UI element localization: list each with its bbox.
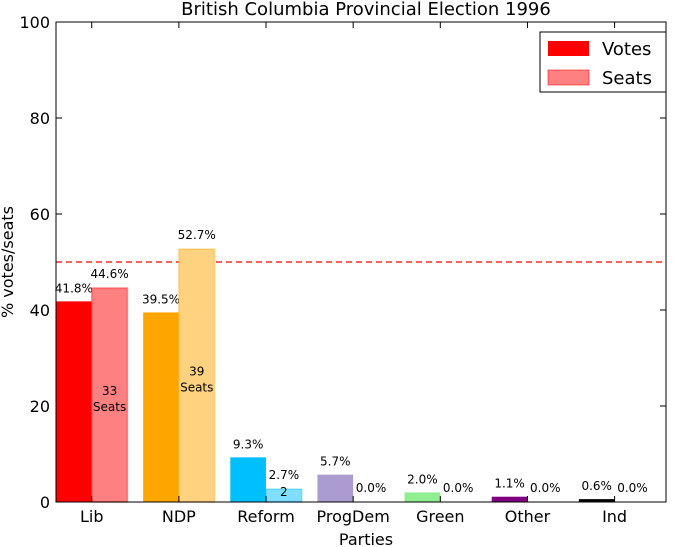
seats-data-label: 0.0% [443,481,474,495]
seats-data-label: 0.0% [356,481,387,495]
y-tick-label: 60 [30,205,50,224]
x-tick-label: Other [505,507,551,526]
votes-bar [317,474,354,502]
votes-bar [404,492,441,502]
axes-frame [55,21,667,503]
votes-bar [578,499,615,502]
y-tick-label: 80 [30,109,50,128]
x-tick-label: Reform [237,507,295,526]
seat-word-label: Seats [93,400,126,414]
seat-count-label: 33 [102,384,117,398]
votes-data-label: 9.3% [233,437,264,451]
votes-bar [491,496,528,502]
y-tick-label: 20 [30,397,50,416]
seats-data-label: 44.6% [91,267,129,281]
x-tick-label: ProgDem [317,507,390,526]
votes-data-label: 0.6% [581,479,612,493]
votes-bar [56,301,92,502]
legend-label-seats: Seats [602,68,652,89]
votes-bar [143,312,179,502]
votes-data-label: 1.1% [494,477,525,491]
seats-data-label: 52.7% [178,228,216,242]
y-tick-label: 100 [19,13,50,32]
votes-bar [230,457,267,502]
seats-bar [90,287,129,503]
chart-title: British Columbia Provincial Election 199… [181,0,551,20]
seat-count-label: 39 [189,365,204,379]
legend-label-votes: Votes [602,39,651,60]
x-axis-label: Parties [339,530,393,547]
x-tick-label: Green [416,507,464,526]
y-tick-label: 40 [30,301,50,320]
legend-swatch-seats [547,69,590,86]
seats-data-label: 0.0% [530,481,561,495]
y-axis-label: % votes/seats [0,206,17,318]
plot-area: 0 20 40 60 80 100 41.8%44.6% 33 Seats Lib 39.5% 52.… [19,13,667,526]
seats-data-label: 0.0% [617,481,648,495]
votes-data-label: 39.5% [142,292,180,306]
votes-data-label: 2.0% [407,472,438,486]
votes-data-label: 5.7% [320,455,351,469]
x-tick-label: Ind [602,507,627,526]
legend-swatch-votes [548,41,589,56]
x-tick-label: Lib [80,507,104,526]
y-tick-label: 0 [40,493,50,512]
x-tick-label: NDP [162,507,196,526]
votes-data-label: 41.8% [55,281,93,295]
seats-data-label: 2.7% [269,468,300,482]
seat-count-label: 2 [280,485,288,499]
seat-word-label: Seats [180,381,213,395]
